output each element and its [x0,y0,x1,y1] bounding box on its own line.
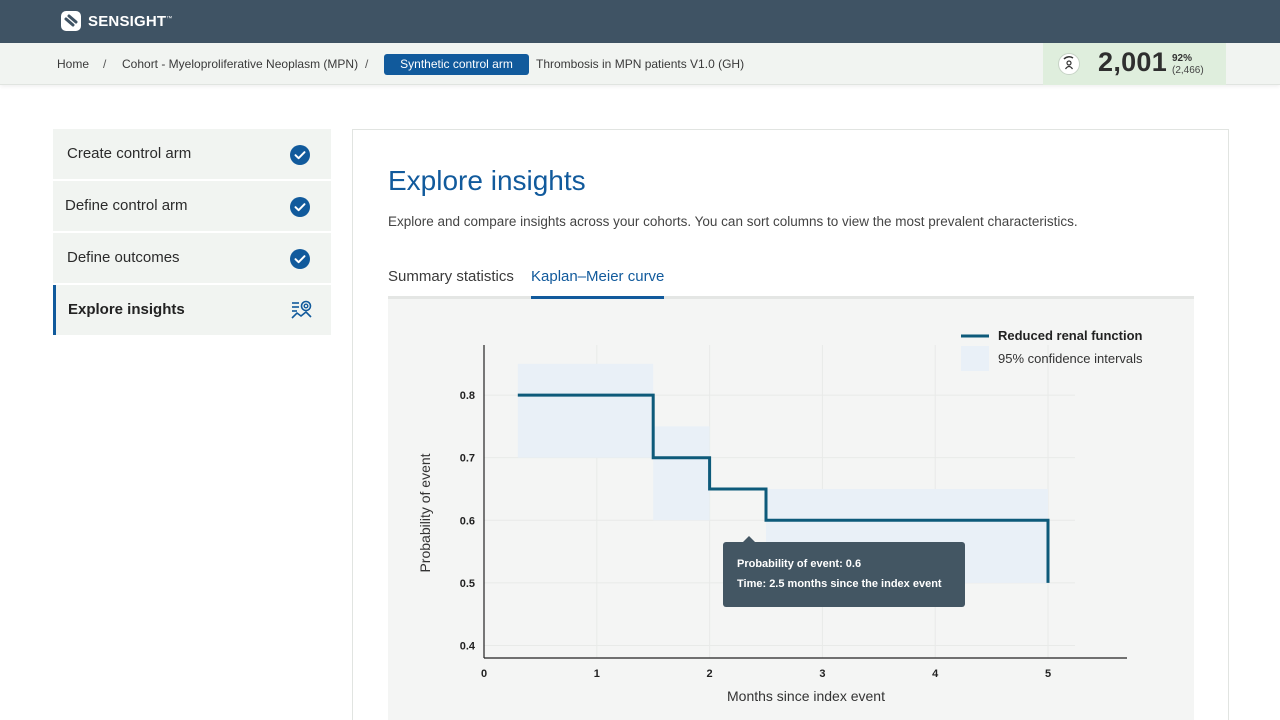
breadcrumb-separator: / [103,57,107,71]
sensight-logo-icon [61,11,81,31]
top-bar: SENSIGHT™ [0,0,1280,43]
steps-sidebar: Create control arm Define control arm De… [53,129,331,337]
brand-name: SENSIGHT™ [88,12,173,30]
page-title: Explore insights [388,165,586,196]
step-label: Define outcomes [67,249,180,266]
series-line-reduced-renal-function[interactable] [517,393,1050,583]
y-axis-label: Probability of event [417,453,433,572]
step-define-outcomes[interactable]: Define outcomes [53,233,331,283]
tooltip-probability: Probability of event: 0.6 [737,558,862,570]
x-tick-label: 1 [594,668,600,680]
y-tick-label: 0.4 [460,640,476,652]
breadcrumb-cohort[interactable]: Cohort - Myeloproliferative Neoplasm (MP… [122,57,359,71]
tab-bar: Summary statistics Kaplan–Meier curve [388,267,1194,299]
breadcrumb-current: Thrombosis in MPN patients V1.0 (GH) [536,57,745,71]
patient-icon [1058,53,1080,75]
breadcrumb-home[interactable]: Home [57,57,90,71]
breadcrumb-separator: / [365,57,369,71]
check-icon [290,249,310,269]
y-tick-label: 0.6 [460,515,475,527]
check-icon [290,197,310,217]
x-tick-label: 4 [932,668,939,680]
main-panel: Explore insights Explore and compare ins… [352,129,1229,720]
legend-label-series: Reduced renal function [998,328,1143,343]
tab-summary-statistics[interactable]: Summary statistics [388,268,514,285]
tab-kaplan-meier-curve[interactable]: Kaplan–Meier curve [531,267,665,299]
step-create-control-arm[interactable]: Create control arm [53,129,331,179]
step-label: Define control arm [65,197,188,214]
page-description: Explore and compare insights across your… [388,214,1078,229]
step-explore-insights[interactable]: Explore insights [53,285,331,335]
y-tick-label: 0.5 [460,578,475,590]
x-tick-label: 0 [481,668,487,680]
legend-label-ci: 95% confidence intervals [998,351,1143,366]
x-tick-label: 5 [1045,668,1051,680]
x-axis-label: Months since index event [727,688,885,704]
x-tick-label: 3 [819,668,825,680]
chart-tick-labels: 0 1 2 3 4 5 0.4 0.5 0.6 0.7 0.8 [460,390,1051,680]
kaplan-meier-chart: 0 1 2 3 4 5 0.4 0.5 0.6 0.7 0.8 Months since index… [388,299,1194,720]
x-tick-label: 2 [707,668,713,680]
y-tick-label: 0.7 [460,453,475,465]
patient-count-total: (2,466) [1172,65,1204,76]
confidence-interval-band [517,363,654,458]
chart-axes [483,345,1127,659]
y-tick-label: 0.8 [460,390,475,402]
confidence-interval-band [653,426,710,521]
breadcrumb-synthetic-control-arm[interactable]: Synthetic control arm [384,54,529,75]
step-label: Explore insights [68,301,185,318]
tooltip-notch [743,536,755,542]
brand[interactable]: SENSIGHT™ [60,10,172,32]
patient-count-percent: 92% [1172,53,1193,64]
check-icon [290,145,310,165]
step-label: Create control arm [67,145,192,162]
chart-tooltip: Probability of event: 0.6 Time: 2.5 mont… [723,536,965,607]
tooltip-time: Time: 2.5 months since the index event [737,578,942,590]
step-define-control-arm[interactable]: Define control arm [53,181,331,231]
patient-count-value: 2,001 [1098,47,1168,77]
patient-count: 2,001 92% (2,466) [1043,43,1226,85]
chart-svg: 0 1 2 3 4 5 0.4 0.5 0.6 0.7 0.8 Months since index… [417,328,1143,704]
chart-legend: Reduced renal function 95% confidence in… [961,328,1143,371]
legend-swatch-ci [961,346,989,371]
insights-icon [291,300,312,319]
